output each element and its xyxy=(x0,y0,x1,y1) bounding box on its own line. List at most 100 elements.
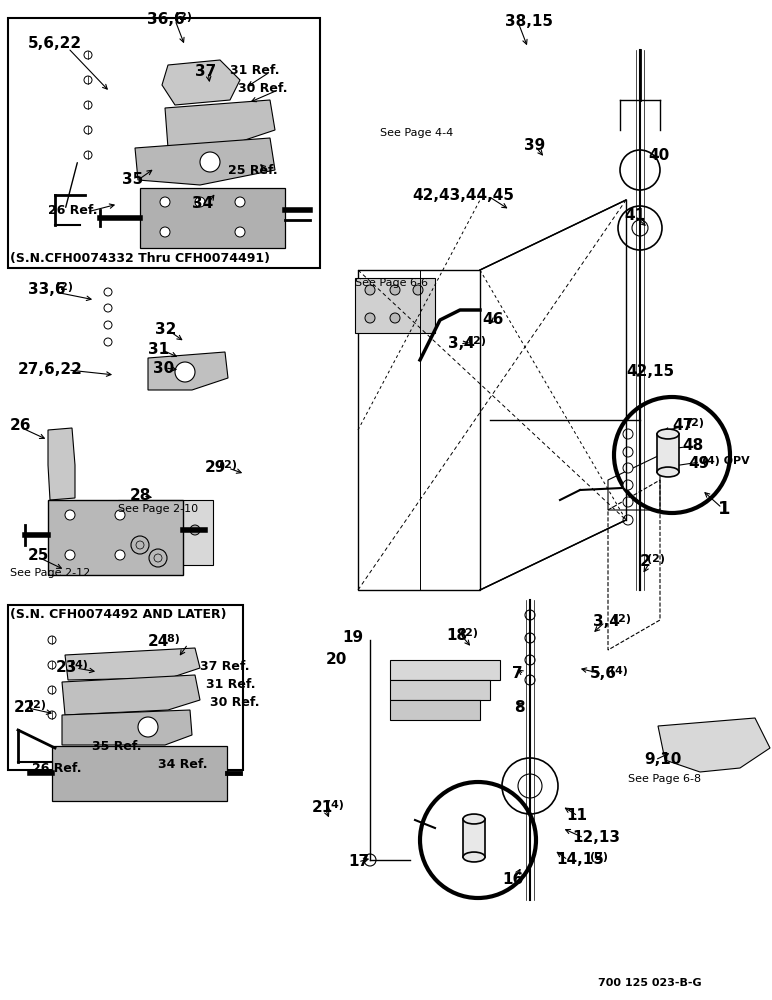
Circle shape xyxy=(200,152,220,172)
Circle shape xyxy=(65,510,75,520)
Text: 31 Ref.: 31 Ref. xyxy=(206,678,256,691)
Text: 5,6: 5,6 xyxy=(590,666,617,681)
Text: 34 Ref.: 34 Ref. xyxy=(158,758,208,771)
Text: 14,15: 14,15 xyxy=(556,852,604,867)
Ellipse shape xyxy=(463,814,485,824)
Circle shape xyxy=(175,362,195,382)
Text: (2): (2) xyxy=(686,418,703,428)
Circle shape xyxy=(623,515,633,525)
Circle shape xyxy=(525,675,535,685)
Text: (2): (2) xyxy=(459,628,478,638)
Text: 30: 30 xyxy=(153,361,174,376)
Text: 3,4: 3,4 xyxy=(448,336,475,351)
Text: 31: 31 xyxy=(148,342,169,357)
Ellipse shape xyxy=(463,852,485,862)
Polygon shape xyxy=(62,675,200,715)
Circle shape xyxy=(130,540,140,550)
Circle shape xyxy=(130,510,140,520)
Text: (2): (2) xyxy=(56,282,73,292)
Polygon shape xyxy=(390,700,480,720)
Text: (2): (2) xyxy=(647,554,665,564)
Text: 17: 17 xyxy=(348,854,369,869)
Text: 9,10: 9,10 xyxy=(644,752,682,767)
Polygon shape xyxy=(148,352,228,390)
Text: 7: 7 xyxy=(512,666,523,681)
Text: 35 Ref.: 35 Ref. xyxy=(92,740,141,753)
Text: 34: 34 xyxy=(192,196,213,211)
Text: (4) OPV: (4) OPV xyxy=(702,456,750,466)
Polygon shape xyxy=(162,60,240,105)
Polygon shape xyxy=(48,428,75,500)
Circle shape xyxy=(65,550,75,560)
Text: 46: 46 xyxy=(482,312,503,327)
Circle shape xyxy=(235,197,245,207)
Circle shape xyxy=(195,197,205,207)
Circle shape xyxy=(365,313,375,323)
Text: 18: 18 xyxy=(446,628,467,643)
Text: 49: 49 xyxy=(688,456,709,471)
Text: 28: 28 xyxy=(130,488,151,503)
Text: 11: 11 xyxy=(566,808,587,823)
Text: (2): (2) xyxy=(174,12,192,22)
Circle shape xyxy=(390,285,400,295)
Text: 700 125 023-B-G: 700 125 023-B-G xyxy=(598,978,702,988)
Circle shape xyxy=(623,463,633,473)
Polygon shape xyxy=(135,138,275,185)
Text: (S.N. CFH0074492 AND LATER): (S.N. CFH0074492 AND LATER) xyxy=(10,608,226,621)
Text: 8: 8 xyxy=(514,700,525,715)
Text: 48: 48 xyxy=(682,438,703,453)
Bar xyxy=(140,188,285,248)
Text: 31 Ref.: 31 Ref. xyxy=(230,64,279,77)
Text: 26: 26 xyxy=(10,418,32,433)
Text: 25: 25 xyxy=(28,548,49,563)
Text: 22: 22 xyxy=(14,700,36,715)
Circle shape xyxy=(623,497,633,507)
FancyArrowPatch shape xyxy=(66,163,77,207)
Circle shape xyxy=(115,510,125,520)
Text: 29: 29 xyxy=(205,460,226,475)
Text: (2): (2) xyxy=(469,336,486,346)
Text: (2): (2) xyxy=(614,614,631,624)
Text: 20: 20 xyxy=(326,652,347,667)
Polygon shape xyxy=(165,100,275,148)
Text: (2): (2) xyxy=(28,700,46,710)
Text: 26 Ref.: 26 Ref. xyxy=(48,204,97,217)
Text: (4): (4) xyxy=(326,800,344,810)
Circle shape xyxy=(138,717,158,737)
Text: (2): (2) xyxy=(590,852,608,862)
Text: 47: 47 xyxy=(672,418,693,433)
Circle shape xyxy=(160,227,170,237)
Text: (4): (4) xyxy=(69,660,87,670)
Text: 12,13: 12,13 xyxy=(572,830,620,845)
Text: (S.N.CFH0074332 Thru CFH0074491): (S.N.CFH0074332 Thru CFH0074491) xyxy=(10,252,270,265)
Text: 30 Ref.: 30 Ref. xyxy=(210,696,259,709)
Ellipse shape xyxy=(657,429,679,439)
Circle shape xyxy=(160,197,170,207)
Text: 42,43,44,45: 42,43,44,45 xyxy=(412,188,514,203)
Circle shape xyxy=(160,510,170,520)
Text: (8): (8) xyxy=(161,634,180,644)
Text: 42,15: 42,15 xyxy=(626,364,674,379)
Text: 1: 1 xyxy=(718,500,730,518)
Text: 37 Ref.: 37 Ref. xyxy=(200,660,249,673)
Text: 24: 24 xyxy=(148,634,169,649)
Circle shape xyxy=(160,540,170,550)
Bar xyxy=(463,819,485,857)
Text: 38,15: 38,15 xyxy=(505,14,553,29)
Text: See Page 6-8: See Page 6-8 xyxy=(628,774,701,784)
Polygon shape xyxy=(658,718,770,772)
Polygon shape xyxy=(65,648,200,680)
Text: 41: 41 xyxy=(624,208,645,223)
Text: See Page 2-10: See Page 2-10 xyxy=(118,504,198,514)
Text: 27,6,22: 27,6,22 xyxy=(18,362,83,377)
Circle shape xyxy=(115,550,125,560)
Bar xyxy=(657,434,679,472)
Text: 30 Ref.: 30 Ref. xyxy=(238,82,287,95)
Circle shape xyxy=(525,610,535,620)
Text: 5,6,22: 5,6,22 xyxy=(28,36,82,51)
Text: See Page 2-12: See Page 2-12 xyxy=(10,568,90,578)
Text: See Page 4-4: See Page 4-4 xyxy=(380,128,453,138)
Bar xyxy=(8,18,320,268)
Circle shape xyxy=(525,655,535,665)
Text: 39: 39 xyxy=(524,138,545,153)
